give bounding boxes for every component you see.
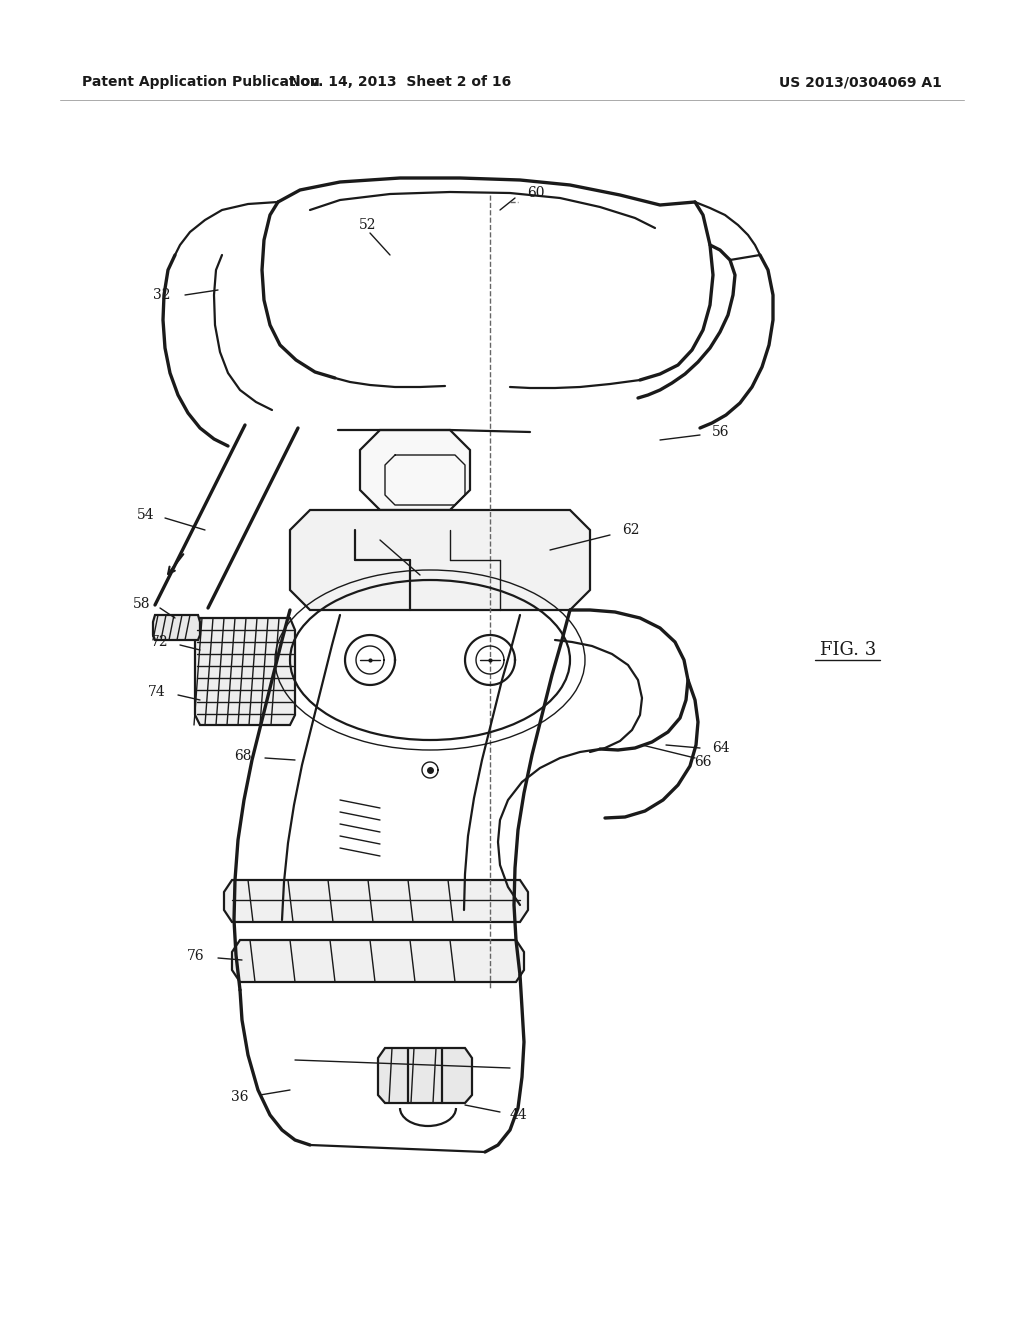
Text: 58: 58 (132, 597, 150, 611)
Text: Nov. 14, 2013  Sheet 2 of 16: Nov. 14, 2013 Sheet 2 of 16 (289, 75, 511, 88)
Text: 36: 36 (230, 1090, 248, 1104)
Polygon shape (378, 1048, 472, 1104)
Text: 66: 66 (694, 755, 712, 770)
Text: 60: 60 (527, 186, 545, 201)
Text: US 2013/0304069 A1: US 2013/0304069 A1 (779, 75, 942, 88)
Polygon shape (195, 618, 295, 725)
Text: 52: 52 (359, 218, 377, 232)
Text: 32: 32 (153, 288, 170, 302)
Text: 76: 76 (187, 949, 205, 964)
Text: 64: 64 (712, 741, 730, 755)
Polygon shape (153, 615, 200, 640)
Text: Patent Application Publication: Patent Application Publication (82, 75, 319, 88)
Polygon shape (360, 430, 470, 510)
Text: 56: 56 (712, 425, 729, 440)
Text: 68: 68 (234, 748, 252, 763)
Text: 72: 72 (151, 635, 168, 649)
Text: FIG. 3: FIG. 3 (820, 642, 877, 659)
Polygon shape (232, 940, 524, 982)
Text: 54: 54 (137, 508, 155, 521)
Text: 74: 74 (148, 685, 166, 700)
Polygon shape (224, 880, 528, 921)
Text: 62: 62 (622, 523, 640, 537)
Polygon shape (290, 510, 590, 610)
Text: 44: 44 (510, 1107, 527, 1122)
